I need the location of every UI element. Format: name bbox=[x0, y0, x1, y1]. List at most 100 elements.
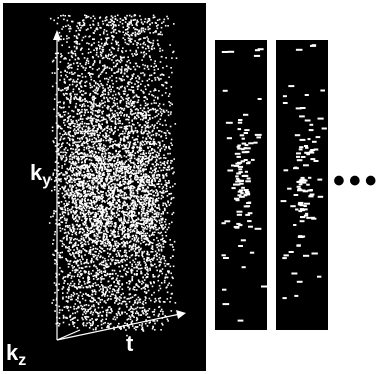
sample-point bbox=[93, 166, 96, 169]
sample-point bbox=[148, 19, 151, 22]
sample-point bbox=[51, 60, 54, 63]
sample-point bbox=[72, 210, 75, 212]
sample-point bbox=[116, 314, 119, 317]
sample-point bbox=[142, 56, 145, 58]
sample-point bbox=[172, 51, 174, 54]
sample-point bbox=[79, 224, 81, 226]
sample-point bbox=[91, 186, 94, 188]
sample-point bbox=[127, 133, 129, 135]
sample-point bbox=[133, 239, 135, 242]
sample-point bbox=[158, 186, 161, 188]
sample-point bbox=[91, 241, 94, 244]
sample-point bbox=[128, 186, 131, 189]
sample-point bbox=[71, 285, 73, 287]
sample-point bbox=[100, 194, 103, 196]
sample-point bbox=[108, 244, 110, 247]
sample-point bbox=[143, 74, 146, 77]
sample-point bbox=[81, 215, 84, 218]
sample-point bbox=[87, 280, 89, 282]
sample-point bbox=[87, 169, 89, 171]
sample-point bbox=[132, 259, 134, 262]
sample-point bbox=[109, 145, 112, 147]
sample-point bbox=[88, 48, 90, 50]
sample-point bbox=[87, 309, 89, 311]
sample-point bbox=[126, 211, 128, 213]
sample-point bbox=[121, 176, 123, 178]
sample-point bbox=[129, 40, 132, 42]
sample-point bbox=[156, 199, 158, 201]
sample-point bbox=[82, 222, 84, 225]
sample-point bbox=[79, 199, 81, 202]
sample-point bbox=[153, 308, 156, 311]
sample-point bbox=[131, 147, 133, 149]
sample-point bbox=[101, 294, 103, 297]
sample-point bbox=[79, 21, 81, 24]
sample-point bbox=[144, 322, 147, 325]
sample-point bbox=[164, 202, 166, 205]
sample-point bbox=[137, 199, 139, 202]
sample-point bbox=[98, 139, 100, 142]
sample-point bbox=[170, 202, 172, 204]
sample-point bbox=[68, 201, 70, 203]
sample-point bbox=[95, 276, 98, 278]
sample-point bbox=[111, 273, 114, 275]
sample-point bbox=[163, 167, 166, 169]
sample-point bbox=[63, 119, 65, 122]
sample-point bbox=[77, 244, 79, 246]
sample-point bbox=[83, 171, 85, 173]
sample-point bbox=[74, 93, 76, 96]
sample-point bbox=[82, 297, 84, 300]
sample-point bbox=[108, 89, 111, 91]
sample-point bbox=[113, 212, 116, 215]
sample-point bbox=[97, 284, 99, 286]
sample-point bbox=[126, 118, 129, 121]
sample-point bbox=[157, 43, 159, 45]
sample-point bbox=[136, 19, 139, 22]
sample-point bbox=[86, 153, 89, 156]
sample-point bbox=[67, 226, 69, 228]
sample-point bbox=[135, 289, 138, 291]
sample-point bbox=[78, 251, 81, 254]
sample-point bbox=[152, 231, 154, 234]
sample-point bbox=[135, 51, 138, 53]
sample-point bbox=[105, 118, 107, 121]
sample-point bbox=[69, 315, 71, 318]
sample-point bbox=[135, 49, 137, 52]
sample-point bbox=[71, 20, 73, 23]
sample-point bbox=[96, 311, 99, 314]
sample-point bbox=[98, 232, 100, 234]
sample-point bbox=[153, 16, 156, 18]
sample-point bbox=[107, 81, 109, 83]
sample-point bbox=[102, 87, 104, 89]
sample-point bbox=[76, 275, 79, 277]
sample-point bbox=[164, 315, 167, 317]
sample-point bbox=[112, 204, 115, 206]
sample-point bbox=[153, 69, 156, 71]
sample-point bbox=[88, 158, 91, 161]
sample-point bbox=[76, 98, 78, 100]
sample-point bbox=[123, 93, 125, 95]
sample-point bbox=[101, 84, 103, 87]
sample-point bbox=[105, 56, 107, 58]
sample-point bbox=[120, 139, 122, 142]
sample-point bbox=[117, 49, 119, 52]
sample-point bbox=[84, 159, 86, 162]
sample-point bbox=[149, 141, 152, 143]
sample-point bbox=[114, 290, 116, 292]
sample-point bbox=[89, 130, 92, 132]
sample-point bbox=[159, 232, 161, 235]
sample-point bbox=[64, 185, 67, 187]
sample-point bbox=[108, 117, 111, 119]
sample-point bbox=[69, 284, 71, 287]
sample-point bbox=[67, 260, 69, 262]
sample-point bbox=[84, 166, 87, 169]
sample-point bbox=[104, 264, 106, 267]
sample-point bbox=[138, 116, 140, 119]
sample-point bbox=[129, 111, 132, 113]
sample-point bbox=[65, 178, 67, 181]
sample-point bbox=[129, 236, 131, 238]
sample-point bbox=[92, 90, 95, 92]
sample-point bbox=[78, 75, 81, 77]
sample-point bbox=[83, 304, 86, 307]
sample-point bbox=[149, 184, 152, 187]
